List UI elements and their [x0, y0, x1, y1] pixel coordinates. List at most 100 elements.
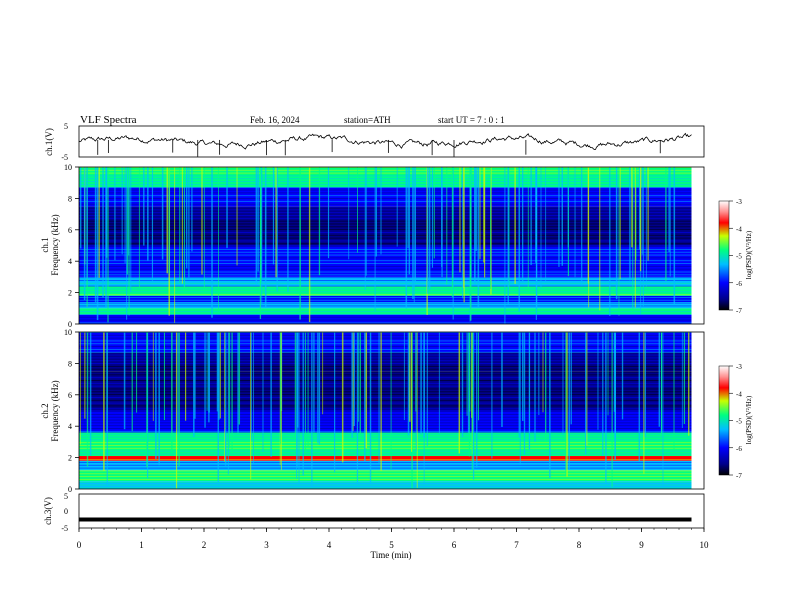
- sferic-streak: [634, 167, 636, 308]
- sferic-streak: [566, 332, 568, 477]
- sferic-streak: [218, 167, 219, 313]
- sferic-streak: [534, 332, 536, 442]
- spectrogram-line: [79, 181, 692, 183]
- spectrogram-line: [79, 396, 692, 398]
- spectrogram-line: [79, 447, 692, 449]
- sferic-streak: [121, 167, 123, 255]
- sferic-streak: [545, 167, 547, 283]
- sferic-streak: [275, 167, 277, 278]
- sferic-streak: [607, 332, 609, 416]
- spectrogram-line: [79, 459, 692, 461]
- sferic-streak: [124, 167, 126, 264]
- sferic-streak: [351, 332, 353, 439]
- spectrogram-line: [79, 243, 692, 245]
- sferic-streak: [479, 167, 481, 260]
- colorbar-tick-label: -7: [736, 307, 742, 315]
- sferic-streak: [467, 332, 470, 433]
- spectrogram-line: [79, 178, 692, 180]
- sferic-streak: [403, 332, 405, 421]
- sferic-streak: [438, 332, 440, 434]
- sferic-streak: [523, 332, 526, 455]
- sferic-streak: [641, 167, 643, 255]
- sferic-streak: [364, 332, 366, 462]
- sferic-streak: [79, 332, 81, 445]
- ch1-yticks: 0 2 4 6 8 10: [64, 163, 79, 329]
- sferic-streak: [565, 332, 567, 477]
- sferic-streak: [174, 167, 176, 323]
- sferic-streak: [681, 332, 683, 429]
- spectrogram-line: [79, 481, 692, 483]
- ch2-yticks: 0 2 4 6 8 10: [64, 328, 79, 494]
- sferic-streak: [647, 167, 649, 261]
- sferic-streak: [94, 167, 97, 303]
- colorbar-tick-label: -4: [736, 225, 742, 233]
- spectrogram-line: [79, 175, 692, 177]
- spectrogram-line: [79, 408, 692, 410]
- xtick-label: 10: [700, 540, 710, 550]
- spectrogram-line: [79, 439, 692, 441]
- sferic-streak: [558, 167, 560, 267]
- sferic-streak: [89, 332, 92, 456]
- sferic-streak: [171, 332, 173, 453]
- sferic-streak: [237, 332, 239, 433]
- sferic-streak: [280, 332, 282, 445]
- spectrogram-band: [79, 410, 692, 433]
- sferic-streak: [364, 167, 366, 291]
- spectrogram-line: [79, 371, 692, 373]
- spectrogram-line: [79, 308, 692, 310]
- spectrogram-line: [79, 294, 692, 296]
- spectrogram-line: [79, 357, 692, 359]
- spectrogram-line: [79, 299, 692, 301]
- sferic-streak: [191, 167, 193, 252]
- ch1-colorbar-label: log(PSD)(V²/Hz): [745, 230, 753, 279]
- spectrogram-line: [79, 217, 692, 219]
- sferic-streak: [504, 167, 506, 324]
- ch1-waveform-frame: [78, 125, 705, 158]
- spectrogram-line: [79, 265, 692, 267]
- spectrogram-line: [79, 313, 692, 315]
- spectrogram-line: [79, 274, 692, 276]
- sferic-streak: [341, 332, 344, 463]
- spectrogram-line: [79, 405, 692, 407]
- sferic-streak: [490, 167, 492, 289]
- sferic-streak: [219, 332, 221, 419]
- spectrogram-line: [79, 246, 692, 248]
- spectrogram-line: [79, 464, 692, 466]
- ch3-ytick-mid: 0: [64, 507, 68, 516]
- sferic-streak: [609, 167, 611, 316]
- sferic-streak: [478, 332, 480, 421]
- spectrogram-line: [79, 257, 692, 259]
- sferic-streak: [318, 167, 321, 276]
- spectrogram-line: [79, 260, 692, 262]
- sferic-streak: [114, 167, 116, 261]
- sferic-streak: [632, 167, 634, 313]
- sferic-streak: [642, 167, 644, 307]
- spectrogram-line: [79, 226, 692, 228]
- sferic-streak: [507, 167, 509, 306]
- sferic-streak: [128, 167, 130, 316]
- sferic-streak: [183, 167, 186, 292]
- sferic-streak: [476, 332, 478, 468]
- ch1-frequency-label: Frequency (kHz): [50, 214, 60, 275]
- spectrogram-band: [79, 371, 692, 411]
- sferic-streak: [380, 332, 382, 471]
- spectrogram-line: [79, 354, 692, 356]
- spectrogram-line: [79, 416, 692, 418]
- sferic-streak: [365, 167, 367, 276]
- sferic-streak: [618, 167, 620, 316]
- sferic-streak: [412, 167, 414, 300]
- sferic-streak: [528, 332, 531, 450]
- sferic-streak: [673, 332, 675, 450]
- sferic-streak: [287, 167, 289, 293]
- sferic-streak: [143, 167, 145, 246]
- ytick-label: 6: [68, 391, 72, 400]
- spectrogram-line: [79, 473, 692, 475]
- sferic-streak: [208, 332, 210, 423]
- spectrogram-line: [79, 296, 692, 298]
- ch2-colorbar-gradient: [718, 365, 730, 476]
- sferic-streak: [204, 332, 206, 428]
- sferic-streak: [433, 167, 435, 259]
- ytick-label: 2: [68, 289, 72, 298]
- spectrogram-line: [79, 220, 692, 222]
- ch1-waveform-trace: [78, 132, 692, 157]
